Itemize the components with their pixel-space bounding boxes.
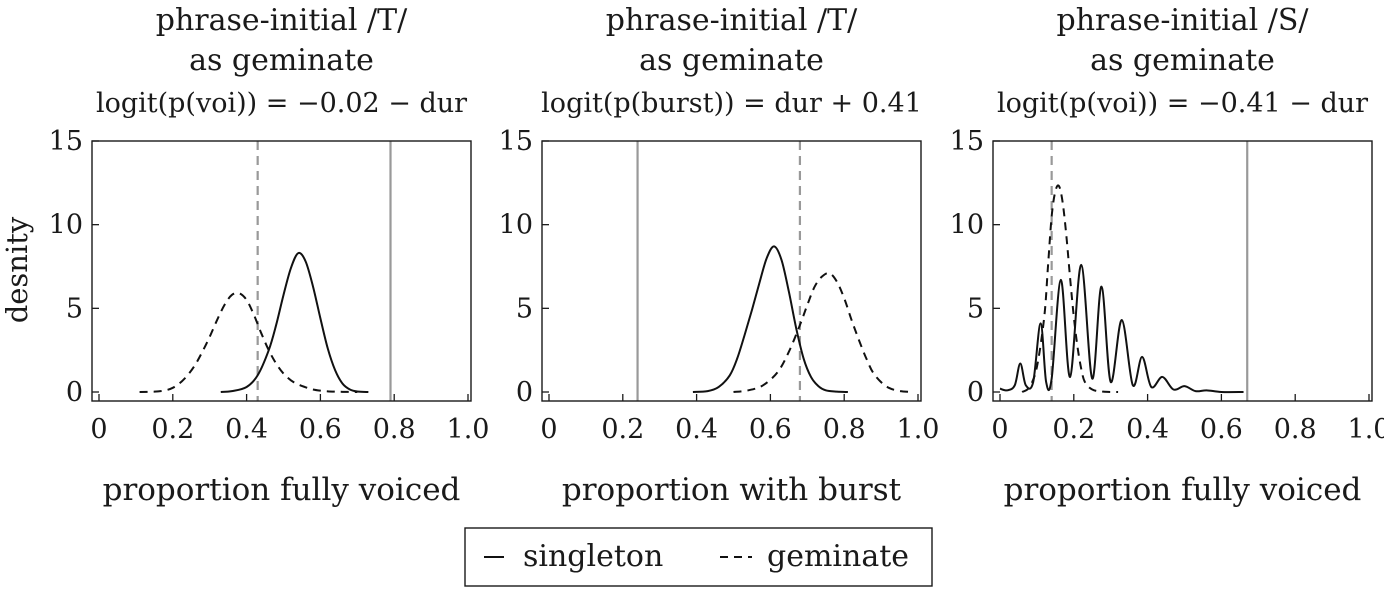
panel-title-line-2: as geminate bbox=[639, 43, 824, 78]
x-tick-label: 0.8 bbox=[1274, 414, 1317, 445]
x-tick-label: 0.6 bbox=[749, 414, 792, 445]
panel-title-line-2: as geminate bbox=[189, 43, 374, 78]
y-tick-label: 0 bbox=[516, 377, 533, 408]
x-tick-label: 0 bbox=[991, 414, 1008, 445]
chart-panel-1: phrase-initial /T/as geminate logit(p(voi… bbox=[49, 3, 490, 508]
legend-singleton-label: singleton bbox=[523, 539, 663, 574]
legend: singleton geminate bbox=[464, 527, 933, 587]
y-tick-label: 15 bbox=[950, 126, 984, 157]
x-axis-label: proportion with burst bbox=[562, 472, 902, 508]
density-curve-geminate bbox=[1021, 184, 1119, 393]
x-tick-label: 0.8 bbox=[373, 414, 416, 445]
plot-frame bbox=[541, 140, 922, 402]
panel-title-line-1: phrase-initial /T/ bbox=[156, 3, 408, 38]
y-axis-label: desnity bbox=[0, 216, 34, 323]
x-tick-label: 0.2 bbox=[151, 414, 194, 445]
y-tick-label: 10 bbox=[499, 210, 533, 241]
y-tick-label: 0 bbox=[967, 377, 984, 408]
x-axis-label: proportion fully voiced bbox=[103, 472, 461, 508]
y-tick-label: 15 bbox=[49, 126, 83, 157]
x-tick-label: 1.0 bbox=[897, 414, 940, 445]
x-tick-label: 0.6 bbox=[299, 414, 342, 445]
x-tick-label: 0.2 bbox=[1052, 414, 1095, 445]
panel-title-line-2: as geminate bbox=[1090, 43, 1275, 78]
y-tick-label: 10 bbox=[950, 210, 984, 241]
density-curve-singleton bbox=[220, 251, 369, 393]
density-curve-singleton bbox=[692, 245, 848, 393]
y-tick-label: 5 bbox=[66, 293, 83, 324]
x-axis-label: proportion fully voiced bbox=[1004, 472, 1362, 508]
x-tick-label: 0.8 bbox=[823, 414, 866, 445]
x-tick-label: 1.0 bbox=[1348, 414, 1384, 445]
panel-formula: logit(p(voi)) = −0.02 − dur bbox=[96, 88, 467, 119]
x-tick-label: 0.4 bbox=[225, 414, 268, 445]
y-tick-label: 5 bbox=[516, 293, 533, 324]
density-curve-geminate bbox=[733, 272, 911, 393]
y-tick-label: 5 bbox=[967, 293, 984, 324]
chart-panel-2: phrase-initial /T/as geminate logit(p(bur… bbox=[499, 3, 940, 508]
density-curve-geminate bbox=[139, 291, 358, 393]
panel-formula: logit(p(voi)) = −0.41 − dur bbox=[997, 88, 1368, 119]
legend-box bbox=[464, 527, 933, 587]
y-tick-label: 0 bbox=[66, 377, 83, 408]
x-tick-label: 1.0 bbox=[447, 414, 490, 445]
panel-title-line-1: phrase-initial /S/ bbox=[1057, 3, 1310, 38]
x-tick-label: 0.2 bbox=[601, 414, 644, 445]
panel-title-line-1: phrase-initial /T/ bbox=[606, 3, 858, 38]
x-tick-label: 0.4 bbox=[1126, 414, 1169, 445]
x-tick-label: 0.6 bbox=[1200, 414, 1243, 445]
plot-frame bbox=[91, 140, 472, 402]
chart-panel-3: phrase-initial /S/as geminate logit(p(voi… bbox=[950, 3, 1384, 508]
x-tick-label: 0.4 bbox=[675, 414, 718, 445]
x-tick-label: 0 bbox=[540, 414, 557, 445]
panel-formula: logit(p(burst)) = dur + 0.41 bbox=[541, 88, 922, 119]
legend-geminate-label: geminate bbox=[767, 539, 909, 574]
plot-frame bbox=[992, 140, 1373, 402]
y-tick-label: 15 bbox=[499, 126, 533, 157]
x-tick-label: 0 bbox=[90, 414, 107, 445]
y-tick-label: 10 bbox=[49, 210, 83, 241]
density-curve-singleton bbox=[999, 263, 1244, 394]
